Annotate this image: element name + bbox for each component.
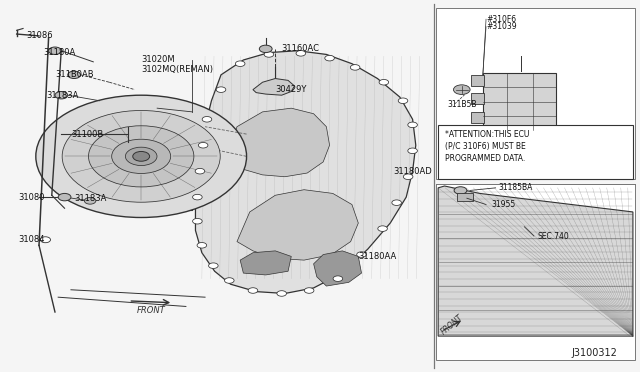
Circle shape — [58, 193, 71, 201]
Circle shape — [195, 169, 205, 174]
Circle shape — [454, 187, 467, 194]
Polygon shape — [438, 186, 633, 336]
Circle shape — [36, 95, 246, 218]
Polygon shape — [253, 78, 294, 95]
Circle shape — [324, 55, 334, 61]
Circle shape — [197, 243, 207, 248]
Text: 31084: 31084 — [19, 235, 45, 244]
Text: 31160AC: 31160AC — [282, 44, 320, 53]
Circle shape — [350, 65, 360, 70]
Text: *ATTENTION:THIS ECU
(P/C 310F6) MUST BE
PROGRAMMED DATA.: *ATTENTION:THIS ECU (P/C 310F6) MUST BE … — [445, 131, 529, 163]
Circle shape — [216, 87, 226, 92]
Text: J3100312: J3100312 — [571, 348, 617, 358]
Bar — [438, 125, 633, 179]
Circle shape — [225, 278, 234, 283]
Circle shape — [202, 116, 212, 122]
Text: 30429Y: 30429Y — [275, 85, 307, 94]
Text: 31020M: 31020M — [141, 55, 175, 64]
Circle shape — [408, 122, 417, 128]
Bar — [436, 184, 636, 360]
Circle shape — [398, 98, 408, 103]
Circle shape — [40, 237, 51, 243]
Text: 31183A: 31183A — [74, 195, 106, 203]
Polygon shape — [227, 108, 330, 177]
Text: 31080: 31080 — [19, 193, 45, 202]
Text: SEC.740: SEC.740 — [537, 231, 569, 241]
Text: #310F6: #310F6 — [486, 15, 516, 24]
Text: 31183A: 31183A — [47, 91, 79, 100]
Polygon shape — [240, 251, 291, 275]
Polygon shape — [314, 251, 362, 286]
Bar — [458, 193, 473, 201]
Circle shape — [193, 194, 202, 200]
Circle shape — [264, 52, 274, 57]
Circle shape — [392, 200, 401, 205]
Bar — [483, 73, 556, 131]
Circle shape — [305, 288, 314, 293]
Circle shape — [248, 288, 258, 293]
Text: 31180AA: 31180AA — [358, 252, 397, 261]
Text: 31180A: 31180A — [44, 48, 76, 57]
Circle shape — [193, 218, 202, 224]
Polygon shape — [237, 190, 358, 260]
Text: 31086: 31086 — [26, 31, 53, 41]
Circle shape — [454, 85, 470, 94]
Circle shape — [209, 263, 218, 269]
Circle shape — [49, 47, 61, 54]
Text: FRONT: FRONT — [136, 307, 165, 315]
Circle shape — [356, 252, 366, 257]
Bar — [436, 8, 636, 179]
Circle shape — [277, 291, 287, 296]
Circle shape — [379, 80, 388, 85]
Circle shape — [112, 139, 171, 173]
Circle shape — [408, 148, 417, 154]
Bar — [471, 112, 484, 123]
Circle shape — [378, 226, 387, 231]
Text: #31039: #31039 — [486, 22, 516, 31]
Text: 31955: 31955 — [491, 200, 515, 209]
Text: 3102MQ(REMAN): 3102MQ(REMAN) — [141, 65, 213, 74]
Text: 31185BA: 31185BA — [499, 183, 533, 192]
Polygon shape — [195, 51, 416, 294]
Circle shape — [132, 151, 150, 161]
Bar — [471, 93, 484, 105]
Circle shape — [296, 51, 306, 56]
Circle shape — [125, 147, 157, 166]
Text: 31100B: 31100B — [71, 129, 103, 139]
Circle shape — [62, 110, 220, 202]
Text: 311B0AB: 311B0AB — [55, 70, 93, 79]
Circle shape — [55, 92, 68, 99]
Circle shape — [88, 126, 194, 187]
Circle shape — [68, 71, 81, 78]
Circle shape — [84, 198, 96, 204]
Text: 311B5B: 311B5B — [448, 100, 477, 109]
Text: FRONT: FRONT — [439, 312, 465, 336]
Bar — [471, 75, 484, 86]
Circle shape — [236, 61, 245, 67]
Circle shape — [259, 45, 272, 52]
Text: 31180AD: 31180AD — [394, 167, 432, 176]
Circle shape — [198, 142, 208, 148]
Bar — [119, 103, 192, 210]
Circle shape — [403, 174, 413, 180]
Circle shape — [333, 276, 342, 282]
